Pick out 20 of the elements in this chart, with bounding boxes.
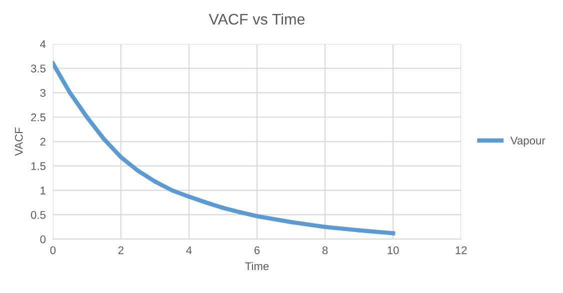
x-tick-label: 10 (388, 246, 399, 254)
y-tick-label: 4 (40, 40, 46, 48)
y-tick-label: 0.5 (30, 210, 46, 219)
x-tick-label: 4 (186, 246, 192, 254)
chart-title: VACF vs Time (208, 13, 305, 25)
y-tick-label: 1 (40, 186, 46, 194)
y-tick-label: 1.5 (31, 162, 46, 170)
y-tick-label: 2.5 (31, 113, 46, 122)
y-tick-label: 3 (40, 89, 46, 97)
y-tick-label: 2 (40, 138, 46, 146)
x-axis-title: Time (245, 262, 269, 270)
x-tick-label: 8 (322, 246, 328, 254)
x-tick-label: 6 (254, 246, 260, 254)
legend-label: Vapour (510, 136, 546, 147)
x-tick-label: 0 (50, 246, 56, 254)
x-tick-label: 2 (118, 246, 124, 254)
y-tick-label: 3.5 (30, 64, 46, 72)
y-axis-title: VACF (14, 128, 23, 156)
y-tick-label: 0 (40, 235, 46, 244)
x-tick-label: 12 (456, 246, 467, 254)
